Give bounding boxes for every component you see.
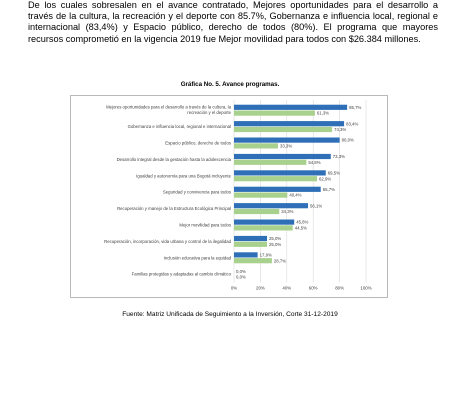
bar-entregado bbox=[234, 241, 267, 247]
chart-frame: 0% 20% 40% 60% 80% 100% Mejores oportunidades … bbox=[70, 95, 388, 298]
bar-entregado bbox=[234, 258, 272, 264]
bar-contratado bbox=[234, 235, 267, 242]
data-label-entregado: 74,3% bbox=[334, 127, 346, 132]
bar-entregado bbox=[234, 159, 307, 165]
source-note: Fuente: Matriz Unificada de Seguimiento … bbox=[122, 311, 338, 318]
x-tick-label: 80% bbox=[335, 285, 344, 290]
bar-entregado bbox=[234, 126, 333, 133]
bar-chart: 0% 20% 40% 60% 80% 100% Mejores oportunidades … bbox=[104, 100, 372, 290]
data-label-entregado: 33,3% bbox=[280, 144, 292, 149]
data-label-contratado: 85,7% bbox=[349, 105, 361, 110]
bar-contratado bbox=[234, 170, 326, 176]
data-label-entregado: 44,5% bbox=[295, 226, 307, 231]
bar-contratado bbox=[234, 203, 309, 209]
data-label-contratado: 73,3% bbox=[333, 154, 345, 159]
category-label: Seguridad y convivencia para todos bbox=[163, 190, 231, 195]
category-label: Recuperación y manejo de la Estructura E… bbox=[117, 206, 231, 211]
bar-entregado bbox=[234, 110, 315, 116]
category-label: Familias protegidas y adaptadas al cambi… bbox=[132, 272, 232, 277]
bar-contratado bbox=[234, 137, 340, 143]
data-label-entregado: 40,4% bbox=[289, 193, 301, 198]
data-label-contratado: 0,0% bbox=[236, 269, 246, 274]
data-label-contratado: 65,7% bbox=[323, 187, 335, 192]
data-label-contratado: 45,6% bbox=[296, 220, 308, 225]
x-tick-label: 60% bbox=[309, 285, 318, 290]
x-tick-label: 0% bbox=[231, 285, 237, 290]
x-tick-label: 100% bbox=[360, 285, 371, 290]
data-label-entregado: 62,9% bbox=[319, 176, 331, 181]
figure-caption: Gráfica No. 5. Avance programas. bbox=[180, 81, 280, 88]
data-label-entregado: 25,0% bbox=[269, 242, 281, 247]
bar-entregado bbox=[234, 143, 278, 149]
data-label-contratado: 80,0% bbox=[342, 138, 354, 143]
data-label-entregado: 54,8% bbox=[308, 160, 320, 165]
x-tick-label: 40% bbox=[282, 285, 291, 290]
category-label: Mejores oportunidades para el desarrollo… bbox=[106, 105, 232, 110]
bar-entregado bbox=[234, 225, 293, 231]
bar-contratado bbox=[234, 153, 331, 160]
x-tick-label: 20% bbox=[256, 285, 265, 290]
category-label: Mejor movilidad para todos bbox=[179, 223, 231, 228]
data-label-contratado: 69,5% bbox=[328, 171, 340, 176]
data-label-entregado: 61,3% bbox=[317, 111, 329, 116]
category-label: Espacio público, derecho de todos bbox=[165, 141, 231, 146]
data-label-entregado: 28,7% bbox=[274, 258, 286, 263]
bar-contratado bbox=[234, 121, 345, 127]
data-label-contratado: 17,9% bbox=[260, 253, 272, 258]
category-label: Inclusión educativa para la equidad bbox=[164, 255, 232, 260]
category-label: Recuperación, incorporación, vida urbana… bbox=[104, 239, 231, 244]
category-label: Gobernanza e influencia local, regional … bbox=[128, 124, 231, 129]
bar-contratado bbox=[234, 104, 348, 110]
data-label-entregado: 0,0% bbox=[236, 275, 246, 280]
data-label-contratado: 25,0% bbox=[269, 236, 281, 241]
bar-contratado bbox=[234, 186, 321, 192]
intro-paragraph: De los cuales sobresalen en el avance co… bbox=[28, 0, 438, 44]
category-label: Desarrollo integral desde la gestación h… bbox=[117, 157, 232, 162]
bar-entregado bbox=[234, 176, 318, 182]
bar-entregado bbox=[234, 208, 280, 215]
bar-contratado bbox=[234, 252, 258, 258]
category-label: recreación y el deporte bbox=[187, 110, 231, 115]
bar-contratado bbox=[234, 219, 295, 225]
category-label: Igualdad y autonomía para una Bogotá inc… bbox=[136, 173, 231, 178]
data-label-contratado: 83,4% bbox=[346, 121, 358, 126]
data-label-contratado: 56,1% bbox=[310, 203, 322, 208]
bar-entregado bbox=[234, 192, 288, 198]
data-label-entregado: 34,3% bbox=[281, 209, 293, 214]
